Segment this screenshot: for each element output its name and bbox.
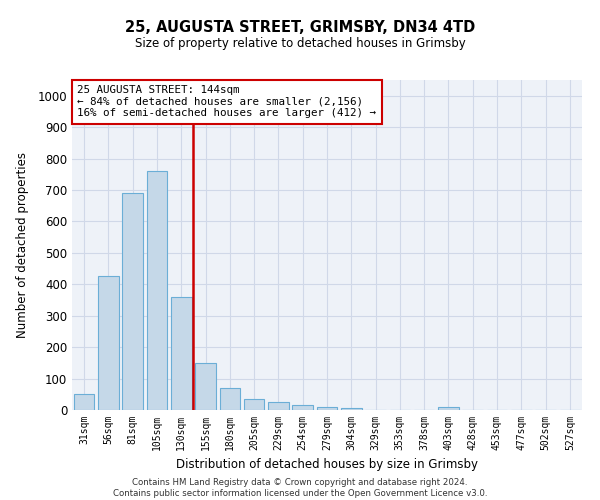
Text: 25, AUGUSTA STREET, GRIMSBY, DN34 4TD: 25, AUGUSTA STREET, GRIMSBY, DN34 4TD [125,20,475,35]
Bar [292,406,313,410]
Bar [74,394,94,410]
Bar [98,276,119,410]
Bar [317,407,337,410]
Bar [220,388,240,410]
Text: Contains HM Land Registry data © Crown copyright and database right 2024.
Contai: Contains HM Land Registry data © Crown c… [113,478,487,498]
Text: 25 AUGUSTA STREET: 144sqm
← 84% of detached houses are smaller (2,156)
16% of se: 25 AUGUSTA STREET: 144sqm ← 84% of detac… [77,85,376,118]
Bar [244,399,265,410]
Bar [122,193,143,410]
Bar [438,408,459,410]
Bar [146,171,167,410]
Bar [341,408,362,410]
Bar [195,363,216,410]
Bar [268,402,289,410]
Text: Size of property relative to detached houses in Grimsby: Size of property relative to detached ho… [134,38,466,51]
X-axis label: Distribution of detached houses by size in Grimsby: Distribution of detached houses by size … [176,458,478,471]
Y-axis label: Number of detached properties: Number of detached properties [16,152,29,338]
Bar [171,297,191,410]
